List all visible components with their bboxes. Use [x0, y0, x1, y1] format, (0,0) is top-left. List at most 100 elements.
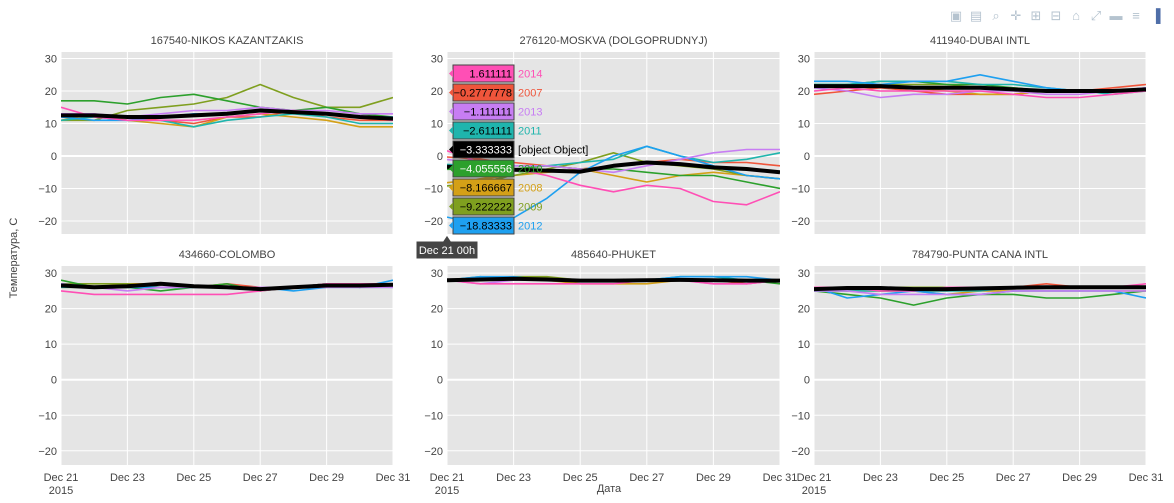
y-tick-label: 20 — [798, 304, 810, 316]
x-tick-label: Dec 27 — [629, 472, 664, 484]
subplot[interactable]: 411940-DUBAI INTL −20 −10 0 10 20 30 — [791, 35, 1147, 234]
x-tick-label: Dec 21 — [430, 472, 465, 484]
y-tick-label: 30 — [798, 268, 810, 280]
y-axis-title: Температура, С — [8, 218, 20, 299]
hover-label: −0.2777778 2007 — [449, 83, 542, 102]
hover-label-pointer — [449, 145, 453, 154]
hover-series-name: 2008 — [518, 183, 542, 195]
hover-value: −1.111111 — [464, 107, 512, 119]
x-tick-label: Dec 31 — [376, 472, 411, 484]
y-tick-label: −10 — [38, 184, 57, 196]
series-line-2009[interactable] — [61, 83, 393, 122]
y-tick-label: −20 — [38, 446, 57, 458]
y-tick-label: 20 — [798, 86, 810, 98]
hover-series-name: 2011 — [518, 126, 542, 138]
camera-icon[interactable]: ▣ — [949, 8, 963, 23]
series-line-2009[interactable] — [447, 152, 780, 187]
hover-x-label-box — [415, 234, 479, 260]
x-tick-label: Dec 27 — [243, 472, 278, 484]
y-tick-label: 20 — [45, 86, 57, 98]
plotly-logo-icon[interactable]: ▐ — [1151, 8, 1161, 23]
x-tick-label: Dec 29 — [309, 472, 344, 484]
series-line-2014[interactable] — [814, 87, 1146, 99]
subplot[interactable]: 784790-PUNTA CANA INTL −20 −10 0 10 20 30 Dec 2… — [791, 249, 1163, 497]
y-tick-label: 0 — [437, 375, 443, 387]
pan-icon[interactable]: ✛ — [1010, 8, 1022, 23]
y-tick-label: −10 — [791, 184, 810, 196]
hover-series-name: 2007 — [518, 88, 542, 100]
compare-hover-icon[interactable]: ≡ — [1132, 8, 1140, 23]
series-line-2013[interactable] — [814, 290, 1146, 296]
y-tick-label: −10 — [791, 410, 810, 422]
hover-x-label-text: Dec 21 00h — [419, 245, 475, 257]
x-tick-label: Dec 29 — [1062, 472, 1097, 484]
x-tick-label: Dec 23 — [496, 472, 531, 484]
plot-background — [61, 52, 393, 234]
zoom-icon[interactable]: ⌕ — [992, 8, 1000, 23]
x-tick-label: Dec 31 — [763, 472, 798, 484]
zoom-out-icon[interactable]: ⊟ — [1050, 8, 1062, 23]
hover-tooltip: 1.611111 2014−0.2777778 2007−1.111111 2013−… — [415, 64, 588, 260]
plot-background — [61, 266, 393, 465]
series-line-mean[interactable] — [61, 281, 393, 292]
subplot[interactable]: 167540-NIKOS KAZANTZAKIS −20 −10 0 10 20 30 — [38, 35, 394, 234]
hover-value: −2.611111 — [463, 126, 512, 138]
hover-value: −4.055556 — [460, 164, 512, 176]
x-tick-label: Dec 25 — [563, 472, 598, 484]
autoscale-icon[interactable]: ⤢ — [1090, 8, 1102, 23]
y-tick-label: −10 — [424, 410, 443, 422]
hover-series-name: 2010 — [518, 164, 542, 176]
y-tick-label: 30 — [431, 268, 443, 280]
x-axis-title: Дата — [597, 483, 622, 495]
hover-label: −18.83333 2012 — [449, 216, 542, 235]
y-tick-label: 10 — [431, 339, 443, 351]
x-tick-label: Dec 25 — [929, 472, 964, 484]
series-line-mean[interactable] — [814, 285, 1146, 292]
home-icon[interactable]: ⌂ — [1072, 8, 1080, 23]
series-line-mean[interactable] — [61, 108, 393, 121]
series-line-2010[interactable] — [61, 93, 393, 118]
y-tick-label: −10 — [38, 410, 57, 422]
hover-label-pointer — [449, 183, 453, 192]
hover-series-name: [object Object] — [518, 145, 588, 157]
hover-label-pointer — [449, 69, 453, 78]
y-tick-label: 0 — [51, 375, 57, 387]
subplot-title: 167540-NIKOS KAZANTZAKIS — [151, 35, 304, 47]
x-tick-label: Dec 21 — [44, 472, 79, 484]
y-tick-label: 10 — [798, 119, 810, 131]
hover-label-pointer — [449, 221, 453, 230]
hover-label-pointer — [449, 126, 453, 135]
y-tick-label: 0 — [437, 151, 443, 163]
y-tick-label: 10 — [431, 119, 443, 131]
spike-lines-icon[interactable]: ▬ — [1109, 8, 1123, 23]
y-tick-label: 0 — [804, 375, 810, 387]
hover-label: −3.333333 [object Object] — [449, 140, 588, 159]
subplot-title: 784790-PUNTA CANA INTL — [912, 249, 1048, 261]
subplot-title: 276120-MOSKVA (DOLGOPRUDNYJ) — [519, 35, 707, 47]
hover-x-label: Dec 21 00h — [415, 234, 479, 260]
plot-background — [814, 266, 1146, 465]
series-line-2014[interactable] — [447, 279, 780, 285]
zoom-in-icon[interactable]: ⊞ — [1030, 8, 1042, 23]
y-tick-label: −20 — [791, 216, 810, 228]
hover-series-name: 2012 — [518, 221, 542, 233]
subplot-title: 485640-PHUKET — [571, 249, 656, 261]
y-tick-label: −20 — [791, 446, 810, 458]
hover-value: −9.222222 — [460, 202, 512, 214]
series-line-mean[interactable] — [814, 84, 1146, 93]
y-tick-label: −10 — [424, 184, 443, 196]
y-tick-label: −20 — [424, 446, 443, 458]
subplot-title: 434660-COLOMBO — [179, 249, 276, 261]
hover-label: −9.222222 2009 — [449, 197, 542, 216]
x-tick-label: Dec 27 — [996, 472, 1031, 484]
modebar: ▣ ▤ ⌕ ✛ ⊞ ⊟ ⌂ ⤢ ▬ ≡ ▐ — [948, 8, 1164, 24]
x-tick-year: 2015 — [802, 485, 826, 497]
x-tick-label: Dec 23 — [110, 472, 145, 484]
subplot-title: 411940-DUBAI INTL — [930, 35, 1030, 47]
series-line-mean[interactable] — [447, 276, 780, 283]
hover-label: 1.611111 2014 — [449, 64, 542, 83]
save-icon[interactable]: ▤ — [969, 8, 983, 23]
